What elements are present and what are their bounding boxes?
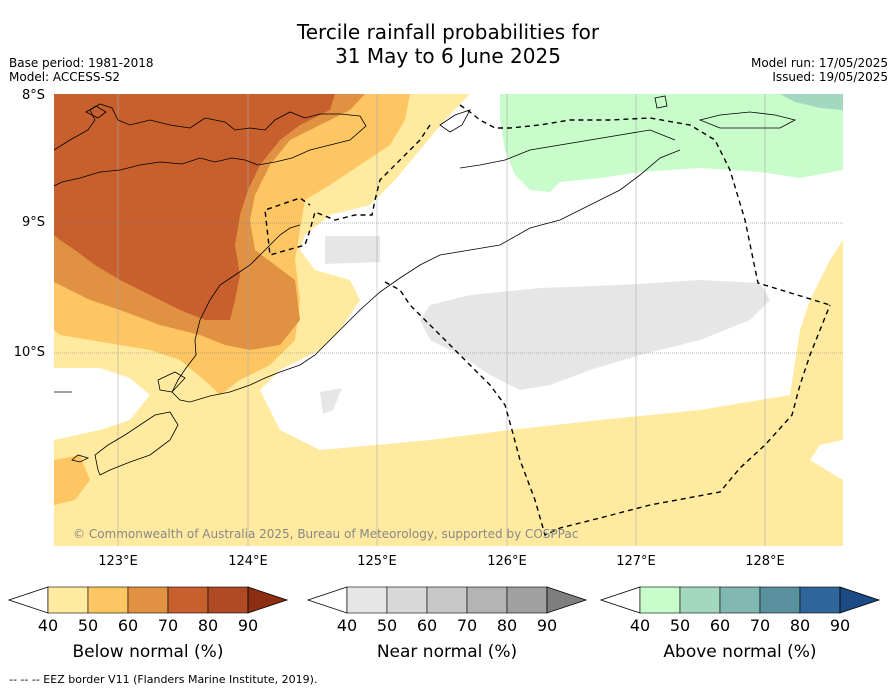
legend-near-normal-swatch: [466, 586, 508, 614]
timor-north-coastline: [171, 149, 681, 403]
eez-footnote: -- -- -- EEZ border V11 (Flanders Marine…: [9, 673, 318, 686]
near-normal-patch-north: [325, 236, 380, 264]
issued-date: Issued: 19/05/2025: [772, 70, 888, 84]
eez-border-west: [264, 124, 431, 256]
lon-label-127e: 127°E: [616, 554, 656, 569]
lat-label-9s: 9°S: [21, 215, 45, 230]
coastlines: [54, 95, 797, 476]
legend-tick: 90: [536, 616, 558, 635]
below-normal-50-60-patch: [54, 455, 90, 505]
legend-above-normal-swatch: [799, 586, 841, 614]
lat-label-10s: 10°S: [13, 345, 45, 360]
legend-above-normal-swatch: [719, 586, 761, 614]
title-line-1: Tercile rainfall probabilities for: [296, 20, 600, 44]
legend-below-normal-swatch: [207, 586, 249, 614]
base-period: Base period: 1981-2018: [9, 56, 154, 70]
lat-label-8s: 8°S: [21, 88, 45, 103]
legend-near-normal-swatch: [426, 586, 468, 614]
legend-near-normal-low-arrow: [306, 586, 348, 614]
legend-above-normal-high-arrow: [839, 586, 881, 614]
legend-tick: 80: [789, 616, 811, 635]
legend-tick: 40: [336, 616, 358, 635]
eez-border-south: [384, 281, 831, 536]
legend-tick: 60: [416, 616, 438, 635]
legend-above-normal-low-arrow: [599, 586, 641, 614]
lon-label-126e: 126°E: [487, 554, 527, 569]
lon-label-123e: 123°E: [98, 554, 138, 569]
legend-label-above-normal: Above normal (%): [663, 642, 817, 662]
legend-tick: 70: [157, 616, 179, 635]
flores-coastline: [54, 103, 367, 187]
legend-near-normal-high-arrow: [546, 586, 588, 614]
legend-tick: 60: [709, 616, 731, 635]
meridians: [117, 94, 766, 546]
legend-tick: 40: [37, 616, 59, 635]
wetar-coastline: [439, 109, 471, 133]
graticule: [54, 222, 843, 354]
eastern-islands-coastline: [698, 111, 797, 129]
map-title: Tercile rainfall probabilities for 31 Ma…: [0, 20, 896, 68]
legend-below-normal-swatch: [127, 586, 169, 614]
rote-island-coastline: [157, 371, 186, 393]
no-signal-area-east: [810, 440, 843, 480]
legend-tick: 50: [77, 616, 99, 635]
no-signal-area-west: [54, 368, 150, 440]
alor-island-coastline: [85, 105, 107, 119]
eez-border-north: [459, 104, 831, 306]
near-normal-patch-south: [320, 388, 342, 414]
lon-label-125e: 125°E: [357, 554, 397, 569]
legend-tick: 70: [749, 616, 771, 635]
legend-tick: 80: [197, 616, 219, 635]
legend-near-normal-swatch: [386, 586, 428, 614]
legend-below-normal-swatch: [167, 586, 209, 614]
legend-above-normal-swatch: [679, 586, 721, 614]
timor-inner-coastline: [459, 129, 676, 169]
legend-tick: 80: [496, 616, 518, 635]
legend-tick: 50: [669, 616, 691, 635]
legend-below-normal-high-arrow: [247, 586, 289, 614]
legend-tick: 50: [376, 616, 398, 635]
meta-right: Model run: 17/05/2025 Issued: 19/05/2025: [751, 56, 888, 84]
title-line-2: 31 May to 6 June 2025: [335, 44, 561, 68]
model-name: Model: ACCESS-S2: [9, 70, 121, 84]
legend-tick: 90: [829, 616, 851, 635]
legend-above-normal-swatch: [639, 586, 681, 614]
legend-above-normal-swatch: [759, 586, 801, 614]
near-normal-40-50-area: [420, 280, 770, 390]
legend-below-normal-low-arrow: [7, 586, 49, 614]
legend-label-near-normal: Near normal (%): [376, 642, 518, 662]
above-normal-50-60-area: [780, 94, 843, 110]
lon-label-128e: 128°E: [745, 554, 785, 569]
legend-near-normal-swatch: [346, 586, 388, 614]
lon-label-124e: 124°E: [228, 554, 268, 569]
below-normal-70-80-area: [54, 94, 335, 320]
above-normal-40-50-area: [500, 94, 843, 192]
legend-tick: 40: [629, 616, 651, 635]
small-island-coastline: [654, 95, 668, 109]
legend-near-normal-swatch: [506, 586, 548, 614]
timor-southwest-coastline: [94, 411, 179, 476]
model-run: Model run: 17/05/2025: [750, 56, 888, 70]
legend-tick: 60: [117, 616, 139, 635]
meta-left: Base period: 1981-2018 Model: ACCESS-S2: [9, 56, 154, 84]
eez-border: [264, 104, 831, 536]
savu-coastline: [71, 454, 90, 463]
copyright-notice: © Commonwealth of Australia 2025, Bureau…: [73, 527, 579, 541]
legend-tick: 90: [237, 616, 259, 635]
probability-shading: [54, 94, 843, 546]
legend-colorbars: [7, 586, 881, 614]
legend-tick: 70: [456, 616, 478, 635]
legend-below-normal-swatch: [87, 586, 129, 614]
legend-below-normal-swatch: [47, 586, 89, 614]
legend-label-below-normal: Below normal (%): [72, 642, 224, 662]
